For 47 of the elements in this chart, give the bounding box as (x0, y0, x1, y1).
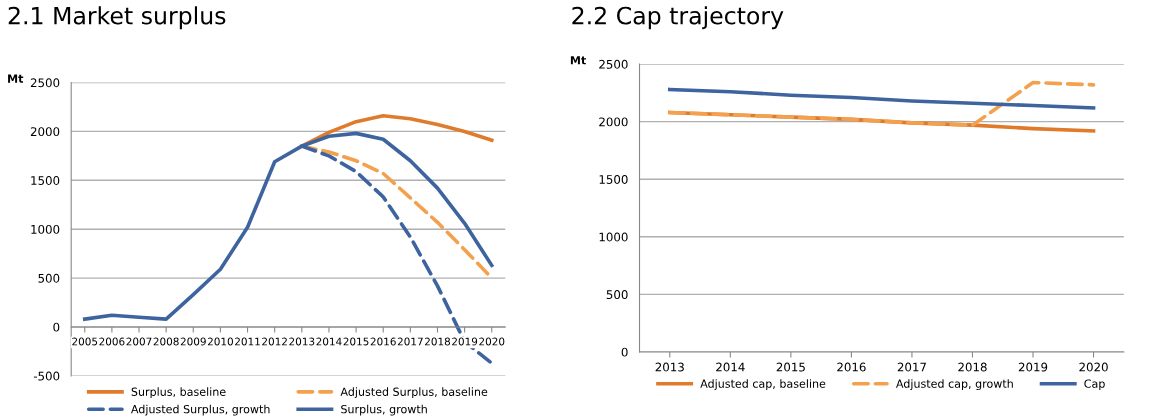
y-tick-label: 2000 (599, 117, 628, 127)
y-tick-label: 500 (38, 273, 60, 283)
legend-label: Surplus, baseline (131, 387, 226, 399)
y-tick-label: 2000 (30, 127, 60, 137)
y-tick-label: 0 (53, 322, 60, 332)
x-tick-label: 2005 (72, 337, 98, 346)
x-tick-label: 2015 (343, 337, 369, 346)
y-tick-label: 1500 (31, 176, 60, 185)
x-tick-label: 2010 (207, 337, 233, 346)
legend-label: Adjusted cap, growth (896, 379, 1013, 390)
y-axis-title: Mt (8, 74, 24, 83)
x-tick-label: 2006 (99, 337, 125, 346)
x-tick-label: 2007 (126, 337, 152, 346)
x-tick-label: 2013 (289, 337, 315, 346)
x-tick-label: 2018 (958, 362, 987, 372)
x-tick-label: 2017 (397, 337, 423, 346)
y-tick-label: 1500 (599, 174, 628, 184)
y-tick-label: 500 (606, 290, 628, 300)
y-tick-label: 2500 (30, 78, 60, 88)
y-tick-label: 1000 (31, 224, 60, 234)
x-tick-label: 2020 (479, 337, 505, 346)
x-tick-label: 2016 (837, 362, 866, 372)
y-axis-title: Mt (570, 56, 586, 65)
x-tick-label: 2014 (716, 362, 745, 372)
legend-label: Adjusted Surplus, growth (131, 404, 270, 416)
legend-label: Cap (1084, 379, 1105, 390)
x-tick-label: 2011 (235, 337, 260, 346)
y-tick-label: 2500 (599, 59, 628, 69)
x-tick-label: 2018 (424, 337, 451, 346)
x-tick-label: 2014 (316, 337, 342, 346)
x-tick-label: 2016 (370, 337, 396, 346)
x-tick-label: 2009 (180, 337, 206, 346)
x-tick-label: 2013 (655, 362, 684, 372)
x-tick-label: 2019 (1018, 362, 1048, 372)
x-tick-label: 2008 (153, 337, 179, 346)
x-tick-label: 2012 (262, 337, 287, 346)
y-tick-label: -500 (33, 371, 60, 381)
y-tick-label: 0 (621, 347, 628, 357)
chart-title: 2.2 Cap trajectory (572, 6, 784, 30)
x-tick-label: 2020 (1079, 362, 1108, 372)
x-tick-label: 2015 (776, 362, 805, 372)
y-tick-label: 1000 (599, 232, 628, 242)
legend-label: Adjusted cap, baseline (700, 379, 826, 390)
chart-title: 2.1 Market surplus (8, 6, 226, 30)
x-tick-label: 2017 (897, 362, 926, 372)
legend-label: Adjusted Surplus, baseline (340, 387, 488, 399)
legend-label: Surplus, growth (341, 404, 427, 416)
